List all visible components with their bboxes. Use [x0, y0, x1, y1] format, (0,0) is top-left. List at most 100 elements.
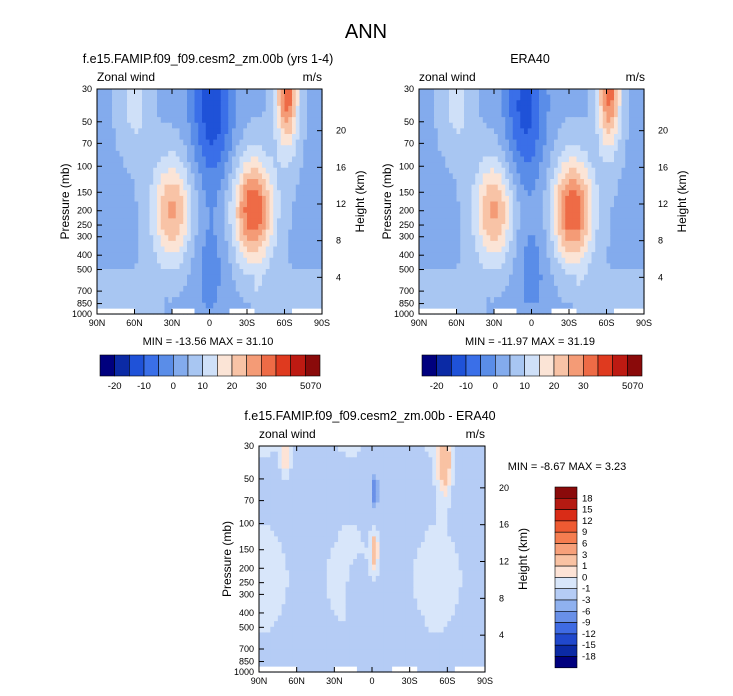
panel-model-cell	[295, 235, 301, 242]
panel-model-cell	[235, 201, 241, 208]
panel-obs-cell	[614, 218, 619, 225]
panel-model-cell	[134, 201, 139, 208]
panel-model-cell	[273, 139, 278, 146]
panel-model-cell	[247, 190, 252, 197]
panel-model-cell	[288, 94, 293, 101]
panel-model-cell	[157, 212, 162, 219]
panel-model-cell	[224, 285, 229, 293]
panel-obs-cell	[490, 218, 495, 225]
panel-obs-cell	[606, 302, 611, 309]
panel-obs-cell	[486, 240, 491, 248]
panel-obs-cell	[520, 195, 525, 203]
panel-model-cell	[100, 240, 106, 248]
panel-obs-cell	[610, 274, 615, 281]
panel-obs-cell	[569, 184, 574, 191]
panel-model-cell	[175, 201, 181, 208]
panel-obs-cell	[434, 162, 439, 169]
panel-model-cell	[307, 274, 312, 281]
panel-model-cell	[157, 201, 162, 208]
panel-obs-cell	[595, 285, 600, 293]
panel-obs-cell	[516, 257, 521, 264]
panel-model-cell	[142, 302, 147, 309]
panel-obs-cell	[494, 134, 499, 141]
panel-obs-cell	[572, 195, 578, 203]
panel-model-cell	[299, 167, 304, 174]
panel-model-cell	[258, 100, 263, 107]
panel-obs-cell	[591, 224, 596, 231]
panel-obs-cell	[516, 235, 521, 242]
panel-model-cell	[145, 240, 151, 248]
panel-model-cell	[175, 162, 181, 169]
panel-obs-cell	[591, 150, 596, 158]
panel-model-cell	[269, 246, 274, 253]
panel-obs-cell	[587, 195, 593, 203]
panel-obs-cell	[452, 184, 458, 191]
panel-obs-cell	[539, 308, 544, 315]
panel-model-cell	[217, 111, 222, 118]
panel-obs-cell	[565, 190, 570, 197]
panel-obs-cell	[531, 122, 536, 129]
panel-obs-cell	[632, 139, 638, 146]
panel-obs-cell	[479, 212, 484, 219]
panel-model-cell	[149, 263, 154, 270]
panel-obs-cell	[610, 212, 615, 219]
panel-model-cell	[228, 162, 233, 169]
panel-obs-cell	[501, 235, 506, 242]
panel-model-cell	[142, 212, 147, 219]
panel-obs-cell	[494, 269, 499, 276]
panel-model-cell	[232, 184, 237, 191]
panel-model-cell	[127, 94, 132, 101]
panel-model-cell	[299, 207, 304, 214]
panel-model-cell	[239, 263, 244, 270]
panel-diff-plot-area: 90N 60N 30N 0 30S 60S 90S305070100150200250300…	[220, 441, 530, 686]
panel-obs-cell	[576, 145, 581, 152]
panel-model-cell	[220, 179, 226, 186]
panel-model-cell	[228, 246, 233, 253]
panel-model-cell	[314, 302, 319, 309]
panel-obs-cell	[640, 297, 645, 304]
panel-obs-cell	[580, 167, 585, 174]
panel-obs-cell	[494, 240, 499, 248]
panel-model-field	[97, 89, 323, 315]
panel-model-cell	[134, 274, 139, 281]
panel-obs-cell	[490, 134, 495, 141]
panel-obs-cell	[539, 274, 544, 281]
panel-model-cell	[295, 274, 301, 281]
panel-model-cell	[239, 179, 244, 186]
panel-obs-cell	[505, 128, 510, 135]
panel-model-cell	[220, 240, 226, 248]
panel-obs-cell	[610, 111, 615, 118]
panel-model-cell	[172, 179, 177, 186]
panel-model-cell	[209, 145, 214, 152]
panel-model-cell	[307, 100, 312, 107]
panel-obs-cell	[426, 297, 431, 304]
panel-obs-cell	[524, 150, 529, 158]
panel-obs-cell	[621, 212, 626, 219]
panel-model-cell	[164, 280, 169, 287]
panel-model-cell	[254, 134, 259, 141]
panel-model-cell	[127, 252, 132, 259]
panel-obs-cell	[497, 274, 503, 281]
panel-model-cell	[232, 274, 237, 281]
panel-model-cell	[183, 100, 188, 107]
panel-model-cell	[224, 150, 229, 158]
panel-obs-cell	[452, 190, 458, 197]
panel-model-cell	[258, 111, 263, 118]
panel-model-cell	[202, 240, 207, 248]
panel-model-cell	[273, 134, 278, 141]
panel-obs-cell	[561, 173, 566, 180]
panel-model-cell	[187, 100, 192, 107]
panel-model-cell	[243, 274, 248, 281]
panel-model-cell	[100, 117, 106, 124]
panel-obs-cell	[494, 105, 499, 113]
panel-obs-surface-block	[419, 308, 457, 314]
panel-model-cell	[134, 179, 139, 186]
panel-obs-cell	[426, 257, 431, 264]
panel-model-cell	[258, 128, 263, 135]
panel-model-x-tick-label: 60S	[276, 318, 292, 328]
panel-obs-cell	[539, 122, 544, 129]
panel-obs-cell	[587, 229, 593, 236]
panel-model-cell	[314, 128, 319, 135]
panel-obs-cell	[467, 150, 473, 158]
panel-obs-cell	[625, 224, 630, 231]
